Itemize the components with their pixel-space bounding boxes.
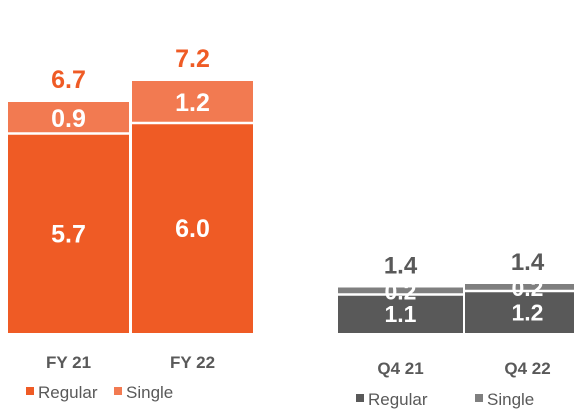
x-tick-label: Q4 21 [377, 359, 423, 378]
legend-label-single: Single [487, 390, 534, 409]
x-tick-label: FY 22 [170, 353, 215, 372]
total-label: 7.2 [175, 45, 210, 73]
data-label-regular: 6.0 [175, 215, 210, 243]
data-label-regular: 1.1 [385, 301, 417, 327]
legend-label-regular: Regular [38, 383, 98, 402]
bar-single-fy-22 [132, 81, 253, 123]
legend-label-single: Single [126, 383, 173, 402]
total-label: 1.4 [384, 253, 418, 280]
x-tick-label: Q4 22 [504, 359, 550, 378]
data-label-single: 0.2 [512, 275, 544, 301]
bar-regular-fy-21 [8, 133, 129, 333]
x-tick-label: FY 21 [46, 353, 91, 372]
data-label-regular: 1.2 [512, 299, 544, 325]
bar-regular-q4-21 [338, 294, 463, 333]
data-label-single: 0.2 [385, 278, 417, 304]
bar-single-q4-21 [338, 287, 463, 295]
legend-label-regular: Regular [368, 390, 428, 409]
total-label: 1.4 [511, 249, 545, 276]
legend-swatch-single [114, 387, 122, 395]
legend-swatch-regular [26, 387, 34, 395]
data-label-regular: 5.7 [51, 220, 86, 248]
bar-regular-q4-22 [465, 291, 574, 333]
data-label-single: 1.2 [175, 89, 210, 117]
legend-swatch-regular [356, 394, 364, 402]
bar-regular-fy-22 [132, 123, 253, 333]
legend-swatch-single [475, 394, 483, 402]
data-label-single: 0.9 [51, 105, 86, 133]
total-label: 6.7 [51, 66, 86, 94]
bar-single-fy-21 [8, 102, 129, 134]
bar-single-q4-22 [465, 284, 574, 291]
